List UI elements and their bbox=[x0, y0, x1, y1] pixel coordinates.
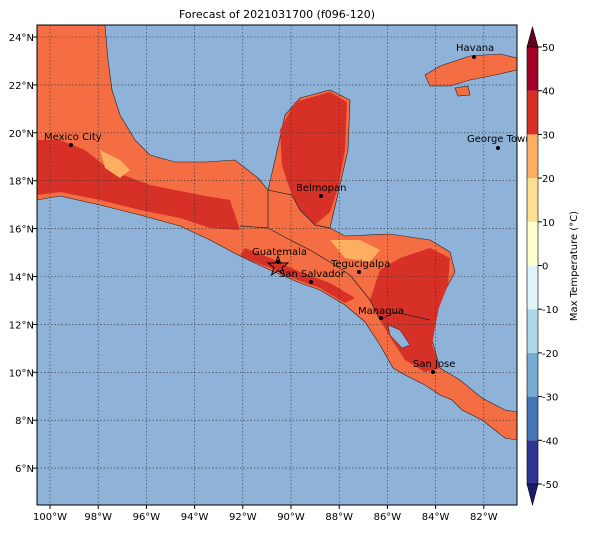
y-tick-label: 16°N bbox=[9, 225, 34, 236]
colorbar-extend bbox=[526, 25, 539, 48]
colorbar-tick-label: -30 bbox=[542, 393, 558, 404]
x-tick-label: 82°W bbox=[470, 512, 498, 523]
colorbar-band bbox=[527, 352, 538, 397]
x-tick-label: 88°W bbox=[325, 512, 353, 523]
city-dot bbox=[276, 260, 280, 264]
x-tick-label: 100°W bbox=[33, 512, 67, 523]
colorbar-band bbox=[527, 440, 538, 484]
colorbar-extend bbox=[526, 483, 539, 507]
city-dot bbox=[357, 270, 361, 274]
cities: Mexico City Havana George Town Belmopan Guat… bbox=[44, 43, 532, 374]
graticule bbox=[37, 25, 517, 505]
lake bbox=[387, 324, 411, 349]
city-dot bbox=[496, 146, 500, 150]
hot-region bbox=[37, 140, 240, 230]
colorbar-band bbox=[527, 221, 538, 266]
colorbar-band bbox=[527, 178, 538, 222]
capital-star bbox=[266, 254, 290, 277]
city-dot bbox=[431, 370, 435, 374]
city-label: Mexico City bbox=[44, 132, 102, 143]
y-tick-label: 24°N bbox=[9, 33, 34, 44]
colorbar-tick-label: -40 bbox=[542, 436, 558, 447]
x-tick-label: 98°W bbox=[84, 512, 112, 523]
x-tick-label: 86°W bbox=[374, 512, 402, 523]
border bbox=[267, 227, 431, 321]
city-label: Tegucigalpa bbox=[330, 259, 390, 270]
city-label: Managua bbox=[358, 306, 404, 317]
colorbar: 50 40 30 20 10 0 -10 -20 -30 -40 -50 bbox=[526, 25, 558, 507]
city-dot bbox=[319, 194, 323, 198]
x-tick-label: 84°W bbox=[422, 512, 450, 523]
city-label: Belmopan bbox=[296, 183, 346, 194]
colorbar-tick-label: 10 bbox=[542, 218, 555, 229]
map-frame bbox=[36, 24, 518, 506]
hot-region bbox=[370, 248, 450, 372]
y-tick-label: 12°N bbox=[9, 320, 34, 331]
colorbar-tick-label: -20 bbox=[542, 349, 558, 360]
colorbar-band bbox=[527, 90, 538, 135]
y-tick-label: 8°N bbox=[15, 416, 34, 427]
city-dot bbox=[472, 55, 476, 59]
mild-region bbox=[100, 150, 130, 178]
land bbox=[424, 53, 517, 87]
x-tick-label: 92°W bbox=[229, 512, 257, 523]
colorbar-label: Max Temperature (°C) bbox=[569, 211, 580, 321]
land bbox=[454, 85, 471, 97]
colorbar-band bbox=[527, 396, 538, 441]
y-tick-label: 20°N bbox=[9, 129, 34, 140]
y-tick-label: 14°N bbox=[9, 273, 34, 284]
title: Forecast of 2021031700 (f096-120) bbox=[179, 8, 375, 21]
colorbar-band bbox=[527, 265, 538, 310]
y-tick-label: 18°N bbox=[9, 177, 34, 188]
x-tick-label: 94°W bbox=[181, 512, 209, 523]
colorbar-tick-label: 40 bbox=[542, 87, 555, 98]
city-label: George Town bbox=[467, 134, 532, 145]
colorbar-tick-label: 0 bbox=[542, 262, 548, 273]
city-label: San Jose bbox=[413, 359, 455, 370]
hot-region bbox=[240, 248, 355, 303]
city-dot bbox=[379, 316, 383, 320]
colorbar-tick-label: 50 bbox=[542, 43, 555, 54]
colorbar-tick-label: 20 bbox=[542, 174, 555, 185]
x-tick-label: 96°W bbox=[133, 512, 161, 523]
colorbar-band bbox=[527, 47, 538, 91]
x-tick-label: 90°W bbox=[277, 512, 305, 523]
y-tick-label: 22°N bbox=[9, 81, 34, 92]
colorbar-tick-label: -50 bbox=[542, 480, 558, 491]
colorbar-band bbox=[527, 309, 538, 353]
city-label: Havana bbox=[456, 43, 494, 54]
city-dot bbox=[309, 280, 313, 284]
map-area bbox=[37, 25, 517, 505]
city-dot bbox=[69, 143, 73, 147]
city-label: Guatemala bbox=[252, 247, 307, 258]
colorbar-band bbox=[527, 134, 538, 179]
colorbar-tick-label: -10 bbox=[542, 305, 558, 316]
hot-region bbox=[280, 92, 347, 225]
y-tick-label: 6°N bbox=[15, 464, 34, 475]
y-tick-label: 10°N bbox=[9, 368, 34, 379]
colorbar-tick-label: 30 bbox=[542, 130, 555, 141]
mild-region bbox=[330, 240, 380, 262]
axes: 100°W 98°W 96°W 94°W 92°W 90°W 88°W 86°W 84°W 82°… bbox=[9, 33, 498, 523]
city-label: San Salvador bbox=[279, 269, 346, 280]
